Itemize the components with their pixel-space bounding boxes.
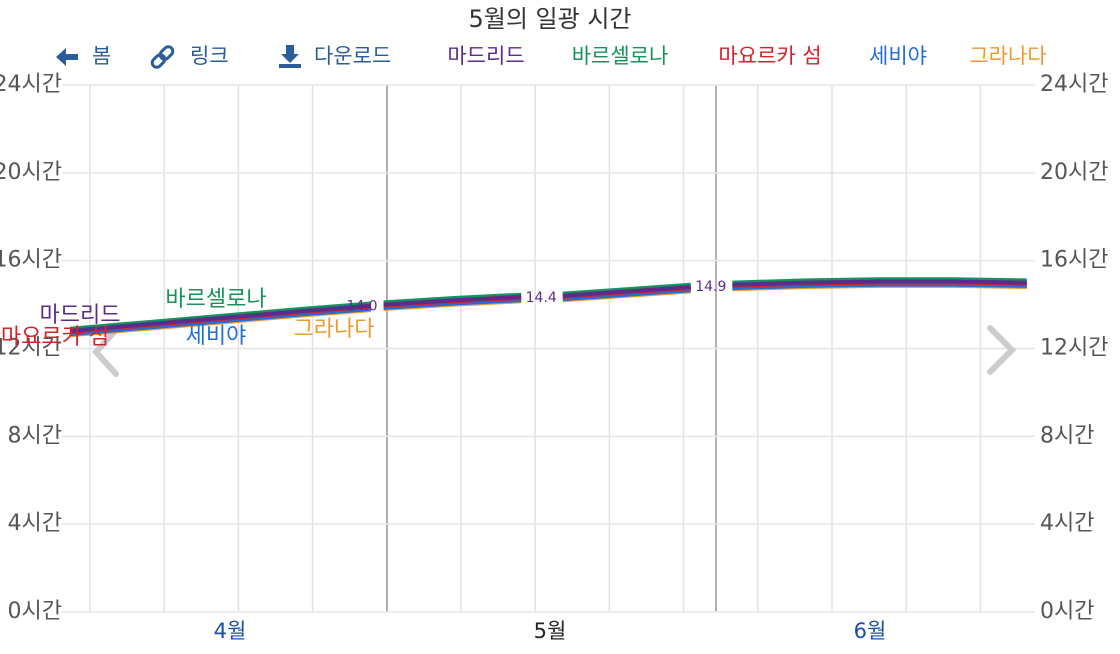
series-label: 마드리드: [40, 303, 121, 328]
y-tick-label: 8시간: [8, 423, 62, 448]
toolbar-back[interactable]: 봄: [92, 44, 111, 68]
legend-entry[interactable]: 마요르카 섬: [718, 44, 821, 68]
y2-tick-label: 24시간: [1040, 72, 1108, 97]
y2-tick-label: 4시간: [1040, 511, 1094, 536]
series-label: 세비야: [186, 324, 247, 349]
data-label: 14.9: [695, 279, 726, 295]
toolbar-download[interactable]: 다운로드: [314, 44, 391, 68]
data-label: 14.0: [346, 299, 377, 315]
y2-tick-label: 16시간: [1040, 248, 1108, 273]
y2-tick-label: 20시간: [1040, 160, 1108, 185]
y2-tick-label: 8시간: [1040, 423, 1094, 448]
series-line: [69, 277, 1027, 331]
y-tick-label: 24시간: [0, 72, 62, 97]
x-tick-label[interactable]: 6월: [854, 619, 887, 643]
prev-arrow[interactable]: [91, 327, 119, 377]
y-tick-label: 20시간: [0, 160, 62, 185]
y-tick-label: 4시간: [8, 511, 62, 536]
y-tick-label: 0시간: [8, 599, 62, 624]
series-label: 그라나다: [294, 317, 375, 342]
legend-entry[interactable]: 바르셀로나: [572, 44, 669, 68]
x-tick-label[interactable]: 5월: [534, 619, 567, 643]
toolbar: 봄 링크 다운로드: [56, 44, 391, 69]
legend-entry[interactable]: 마드리드: [447, 44, 524, 68]
legend-entry[interactable]: 세비야: [869, 44, 927, 68]
series-label: 마요르카 섬: [1, 325, 109, 350]
chart-title: 5월의 일광 시간: [468, 5, 631, 33]
next-arrow[interactable]: [987, 325, 1017, 375]
series-line: [69, 282, 1027, 337]
data-label: 14.4: [526, 290, 557, 306]
back-icon[interactable]: [56, 48, 78, 66]
y-tick-label: 16시간: [0, 248, 62, 273]
y2-tick-label: 12시간: [1040, 336, 1108, 361]
series-label: 바르셀로나: [165, 287, 266, 312]
x-tick-label[interactable]: 4월: [214, 619, 247, 643]
download-icon[interactable]: [279, 45, 301, 68]
toolbar-link[interactable]: 링크: [190, 44, 229, 68]
y2-tick-label: 0시간: [1040, 599, 1094, 624]
series-line: [69, 279, 1027, 333]
legend-entry[interactable]: 그라나다: [969, 44, 1046, 68]
link-icon[interactable]: [150, 45, 175, 69]
y-tick-label: 12시간: [0, 336, 62, 361]
grid: [62, 84, 1035, 613]
